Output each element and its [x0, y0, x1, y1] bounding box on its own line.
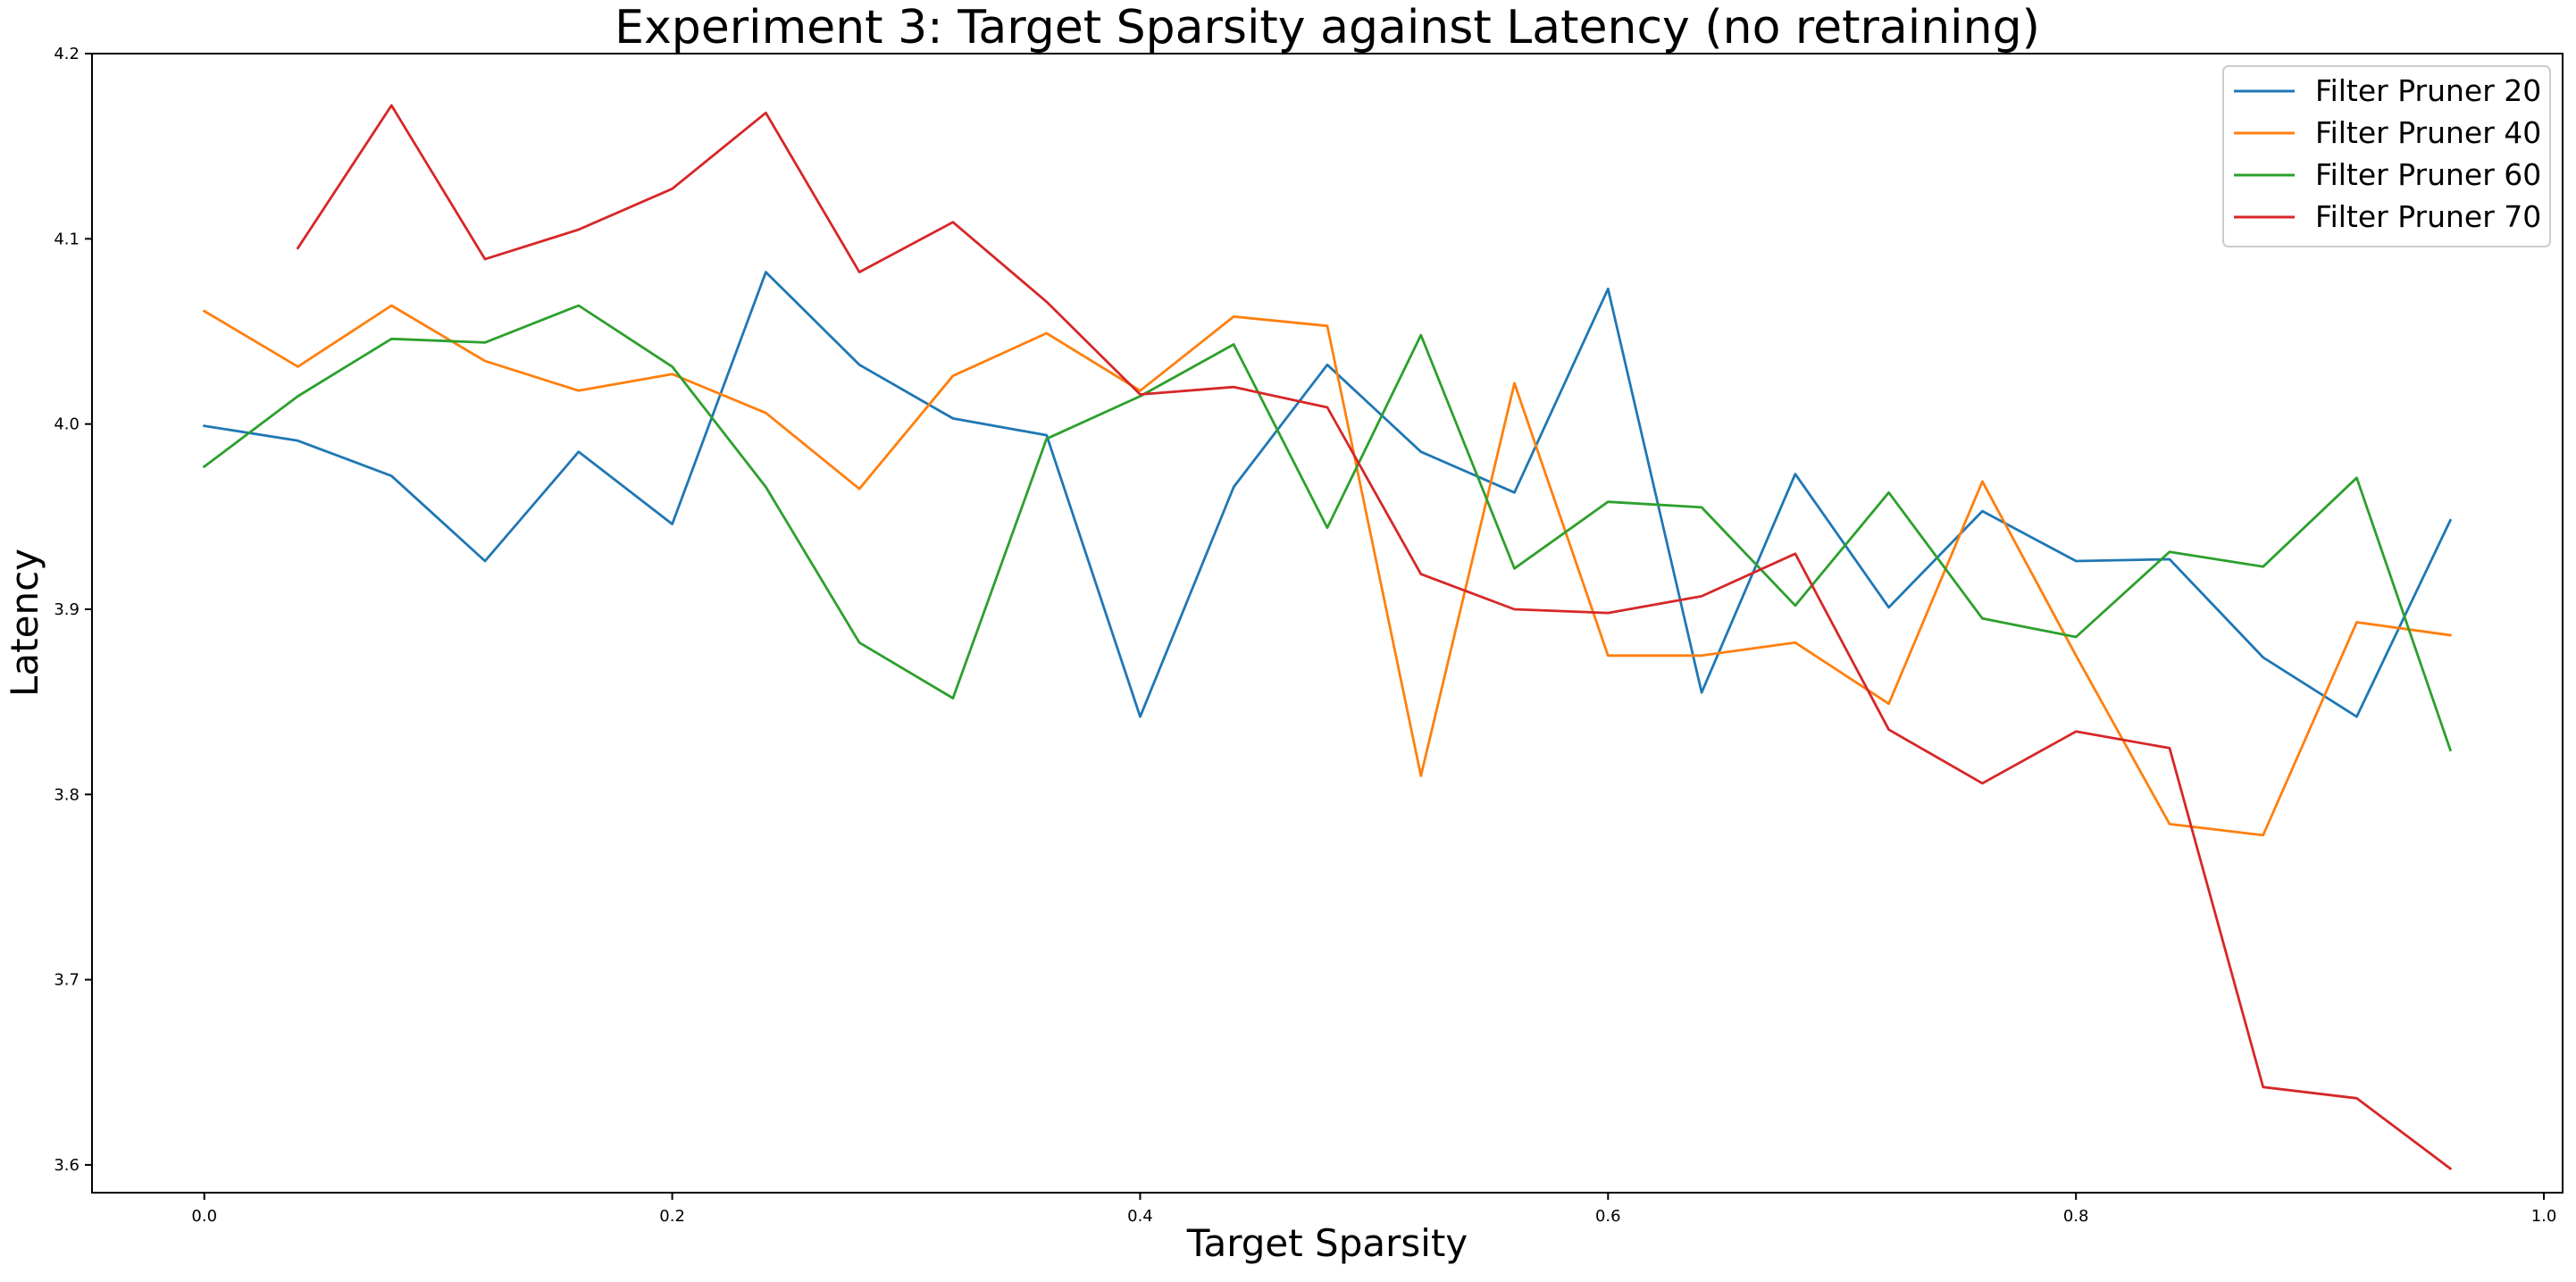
- x-tick-label: 0.8: [2063, 1207, 2089, 1226]
- legend-label: Filter Pruner 60: [2315, 157, 2541, 192]
- series-line-2: [202, 304, 2452, 837]
- chart-title: Experiment 3: Target Sparsity against La…: [615, 1, 2040, 54]
- y-axis-label: Latency: [3, 549, 46, 697]
- x-tick-label: 1.0: [2531, 1207, 2557, 1226]
- legend-label: Filter Pruner 40: [2315, 115, 2541, 150]
- y-tick-label: 3.7: [54, 971, 79, 990]
- legend-label: Filter Pruner 70: [2315, 199, 2541, 234]
- plot-area: [202, 104, 2453, 1170]
- x-tick-label: 0.0: [191, 1207, 217, 1226]
- series-line-3: [202, 304, 2453, 752]
- y-tick-label: 4.2: [54, 45, 79, 63]
- x-axis-ticks: 0.0 0.2 0.4 0.6 0.8 1.0: [191, 1193, 2556, 1226]
- y-tick-label: 3.9: [54, 600, 79, 619]
- legend: Filter Pruner 20 Filter Pruner 40 Filter P…: [2222, 65, 2551, 247]
- y-axis-ticks: 3.6 3.7 3.8 3.9 4.0 4.1 4.2: [54, 45, 92, 1175]
- series-line-1: [203, 271, 2453, 718]
- x-tick-label: 0.6: [1595, 1207, 1621, 1226]
- plot-frame: [91, 53, 2563, 1194]
- y-tick-label: 3.6: [54, 1156, 79, 1175]
- y-tick-label: 3.8: [54, 785, 79, 804]
- legend-label: Filter Pruner 20: [2315, 73, 2541, 108]
- x-tick-label: 0.4: [1127, 1207, 1153, 1226]
- y-tick-label: 4.0: [54, 415, 79, 434]
- y-tick-label: 4.1: [54, 230, 79, 248]
- x-tick-label: 0.2: [659, 1207, 685, 1226]
- legend-box: [2222, 65, 2551, 247]
- series-line-4: [296, 104, 2453, 1170]
- x-axis-label: Target Sparsity: [1186, 1221, 1468, 1265]
